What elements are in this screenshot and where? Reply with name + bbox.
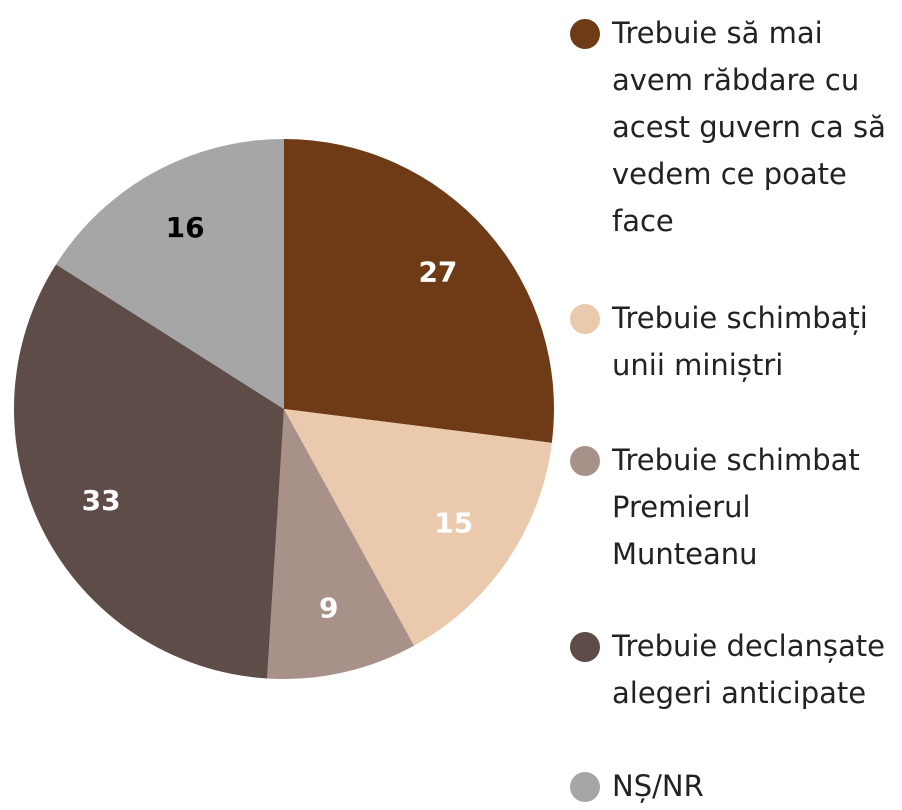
legend-marker	[570, 772, 600, 802]
legend-label: NȘ/NR	[612, 769, 704, 803]
legend-label: Trebuie să mai avem răbdare cu acest guv…	[612, 16, 886, 238]
legend-marker	[570, 632, 600, 662]
legend-marker	[570, 19, 600, 49]
legend-label: Trebuie schimbat Premierul Munteanu	[612, 443, 860, 571]
legend-item: Trebuie să mai avem răbdare cu acest guv…	[570, 10, 900, 245]
data-label: 33	[82, 484, 121, 517]
data-label: 16	[166, 211, 205, 244]
chart: 27 15 9 33 16	[13, 139, 555, 679]
legend-item: NȘ/NR	[570, 763, 900, 810]
pie-slice	[56, 139, 284, 409]
data-label: 9	[319, 591, 338, 624]
legend-label: Trebuie schimbați unii miniștri	[612, 301, 868, 382]
data-label: 27	[418, 255, 457, 288]
legend-item: Trebuie schimbați unii miniștri	[570, 295, 900, 389]
pie-slice	[284, 139, 555, 443]
legend-item: Trebuie schimbat Premierul Munteanu	[570, 437, 900, 578]
pie-slice	[284, 409, 552, 646]
legend-marker	[570, 446, 600, 476]
pie-slice	[267, 409, 415, 679]
data-label: 15	[434, 506, 473, 539]
legend-marker	[570, 304, 600, 334]
legend-label: Trebuie declanșate alegeri anticipate	[612, 629, 885, 710]
pie-slice	[13, 264, 285, 679]
legend-item: Trebuie declanșate alegeri anticipate	[570, 623, 900, 717]
